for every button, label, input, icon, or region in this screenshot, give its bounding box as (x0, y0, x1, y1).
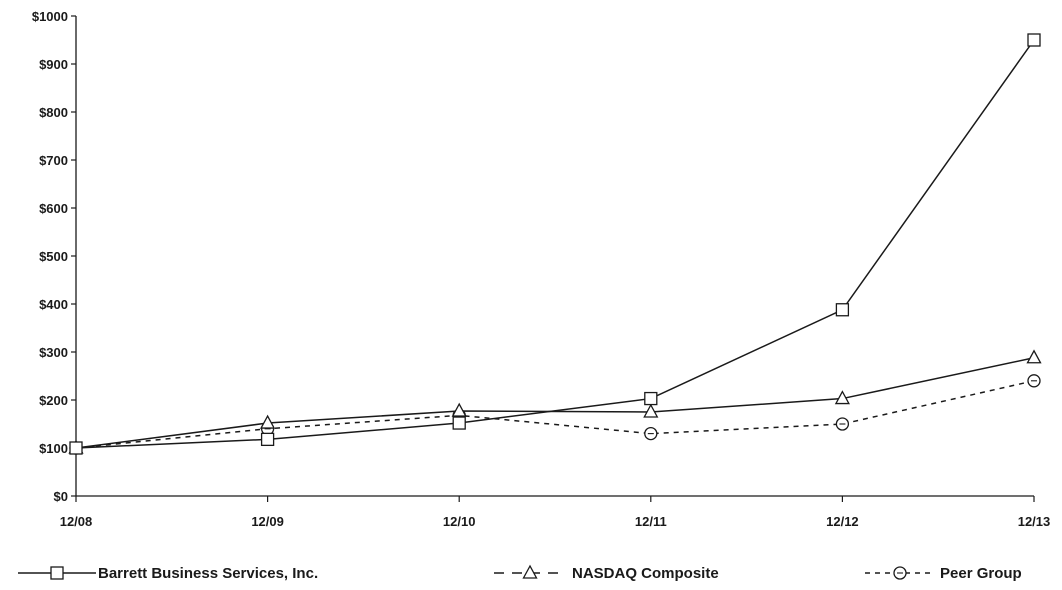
y-tick-label: $900 (39, 57, 68, 72)
legend-label: Barrett Business Services, Inc. (98, 565, 318, 582)
series-line-square (75, 39, 1035, 449)
y-tick-label: $0 (54, 489, 68, 504)
x-tick-label: 12/08 (60, 514, 93, 529)
data-point-triangle (834, 390, 850, 405)
series-markers (68, 33, 1042, 455)
data-point-square (452, 416, 466, 430)
x-tick-label: 12/10 (443, 514, 476, 529)
x-tick-label: 12/12 (826, 514, 859, 529)
series-line-circle (75, 380, 1035, 449)
data-point-triangle (1026, 349, 1042, 364)
data-point-square (260, 432, 275, 447)
legend-marker-triangle (522, 564, 538, 579)
data-point-circle (1027, 374, 1041, 388)
series-lines (75, 39, 1035, 449)
legend-item: Peer Group (865, 565, 1022, 582)
legend-label: NASDAQ Composite (572, 565, 719, 582)
y-tick-label: $300 (39, 345, 68, 360)
data-point-square (644, 391, 658, 406)
legend-marker-square (50, 566, 64, 580)
y-tick-label: $1000 (32, 9, 68, 24)
data-point-circle (835, 417, 850, 431)
y-tick-label: $800 (39, 105, 68, 120)
data-point-square (69, 441, 83, 455)
chart-legend: Barrett Business Services, Inc. NASDAQ Co… (18, 564, 1022, 582)
legend-marker-circle (893, 566, 907, 580)
y-tick-label: $600 (39, 201, 68, 216)
y-axis-ticks: $0 $100 $200 $300 $400 $500 $600 $700 $800 $900 $1… (32, 9, 76, 504)
y-tick-label: $700 (39, 153, 68, 168)
data-point-circle (644, 426, 658, 441)
x-tick-label: 12/11 (635, 514, 667, 529)
x-axis-ticks: 12/08 12/09 12/10 12/11 12/12 12/13 (60, 496, 1051, 529)
legend-label: Peer Group (940, 565, 1022, 582)
x-tick-label: 12/09 (251, 514, 284, 529)
legend-item: Barrett Business Services, Inc. (18, 565, 318, 582)
data-point-triangle (260, 414, 276, 429)
legend-item: NASDAQ Composite (494, 564, 719, 582)
y-tick-label: $100 (39, 441, 68, 456)
data-point-square (835, 303, 850, 317)
series-line-triangle (75, 357, 1035, 449)
y-tick-label: $500 (39, 249, 68, 264)
x-tick-label: 12/13 (1018, 514, 1051, 529)
data-point-triangle (451, 402, 467, 417)
y-tick-label: $200 (39, 393, 68, 408)
data-point-triangle (643, 403, 659, 418)
data-point-square (1027, 33, 1041, 47)
y-tick-label: $400 (39, 297, 68, 312)
